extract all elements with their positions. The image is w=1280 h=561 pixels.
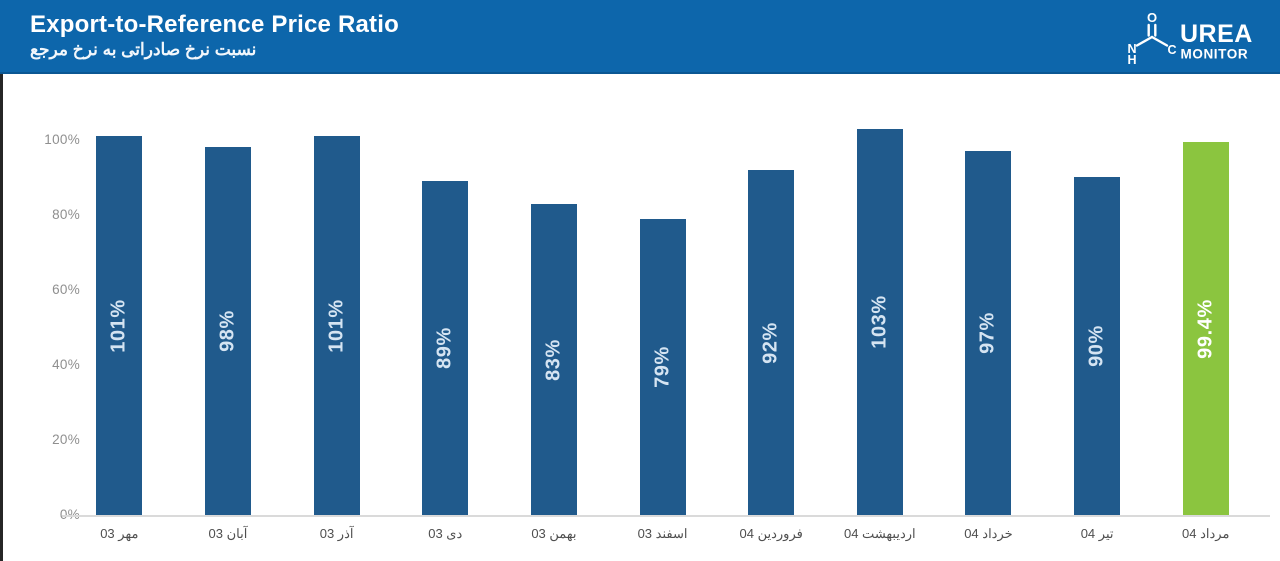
header-titles: Export-to-Reference Price Ratio نسبت نرخ…	[30, 12, 399, 61]
bar-value-label: 83%	[542, 338, 565, 381]
bar: 101%	[313, 136, 360, 515]
brand-subname: MONITOR	[1181, 47, 1249, 62]
x-axis-label: فروردین 04	[739, 526, 803, 541]
bar-slot: 103%	[825, 74, 934, 515]
x-axis-label: مهر 03	[100, 526, 139, 541]
x-axis-line	[62, 515, 1270, 517]
page-title: Export-to-Reference Price Ratio	[30, 10, 399, 38]
y-axis-tick: 80%	[52, 207, 80, 222]
bar: 89%	[422, 181, 469, 515]
bar-slot: 92%	[717, 74, 826, 515]
bar: 83%	[530, 204, 577, 515]
header-banner: Export-to-Reference Price Ratio نسبت نرخ…	[0, 0, 1280, 74]
bar: 103%	[856, 129, 903, 515]
y-axis-tick: 0%	[0, 506, 80, 524]
bar-value-label: 101%	[325, 298, 348, 353]
page-subtitle-farsi: نسبت نرخ صادراتی به نرخ مرجع	[30, 39, 257, 59]
bar-slot: 99.4%	[1151, 74, 1260, 515]
bar-value-label: 97%	[976, 312, 999, 354]
y-axis-tick: 40%	[52, 357, 80, 372]
bar-highlighted: 99.4%	[1182, 142, 1229, 515]
bar: 90%	[1074, 177, 1121, 515]
x-axis-labels: مهر 03 آبان 03 آذر 03 دی 03 بهمن 03 اسفند 03 ف…	[65, 526, 1260, 542]
atom-c-label: C	[1167, 43, 1176, 57]
atom-o-label: O	[1147, 10, 1157, 25]
bar-chart: 100% 80% 60% 40% 20% 0% 101% 98% 101% 89% 83% 79% 9…	[0, 74, 1280, 561]
x-axis-label: خرداد 04	[964, 526, 1013, 541]
bar-slot: 97%	[934, 74, 1043, 515]
left-edge-line	[0, 74, 3, 561]
x-axis-label: اسفند 03	[637, 526, 688, 541]
bar: 101%	[96, 136, 143, 515]
x-axis-label: تیر 04	[1080, 526, 1114, 541]
bar: 92%	[748, 170, 795, 515]
bar-slot: 101%	[282, 74, 391, 515]
bar: 98%	[204, 147, 251, 515]
bar-slot: 79%	[608, 74, 717, 515]
bar: 79%	[639, 219, 686, 515]
bar-slot: 90%	[1043, 74, 1152, 515]
bar-value-label: 89%	[433, 327, 456, 369]
y-axis-tick: 20%	[52, 432, 80, 447]
bar-slot: 101%	[65, 74, 174, 515]
bar-value-label: 101%	[107, 298, 130, 353]
bar-value-label: 103%	[868, 295, 891, 349]
y-axis-tick: 100%	[44, 132, 80, 147]
x-axis-label: بهمن 03	[531, 526, 577, 541]
atom-n-label: N	[1127, 42, 1136, 56]
x-axis-label: آذر 03	[319, 526, 354, 541]
bar-slot: 98%	[174, 74, 283, 515]
bar-value-label: 92%	[759, 321, 782, 364]
x-axis-label: دی 03	[428, 526, 463, 541]
x-axis-label: اردیبهشت 04	[843, 526, 916, 541]
urea-monitor-logo: O N H C UREA MONITOR	[1122, 7, 1256, 65]
y-axis: 100% 80% 60% 40% 20% 0%	[0, 74, 80, 561]
bar-slot: 89%	[391, 74, 500, 515]
bar-value-label: 99.4%	[1194, 298, 1217, 359]
y-axis-tick: 60%	[52, 282, 80, 297]
bar-value-label: 90%	[1085, 325, 1108, 367]
bar-value-label: 98%	[216, 310, 239, 352]
bar-value-label: 79%	[651, 346, 674, 388]
x-axis-label: مرداد 04	[1182, 526, 1230, 541]
bars-container: 101% 98% 101% 89% 83% 79% 92% 103% 97% 90% 99.4%	[65, 74, 1260, 515]
atom-h-label: H	[1127, 53, 1136, 65]
brand-name: UREA	[1180, 20, 1253, 48]
bar: 97%	[965, 151, 1012, 515]
urea-molecule-icon: O N H C UREA MONITOR	[1127, 10, 1253, 65]
bar-slot: 83%	[500, 74, 609, 515]
x-axis-label: آبان 03	[208, 526, 248, 541]
